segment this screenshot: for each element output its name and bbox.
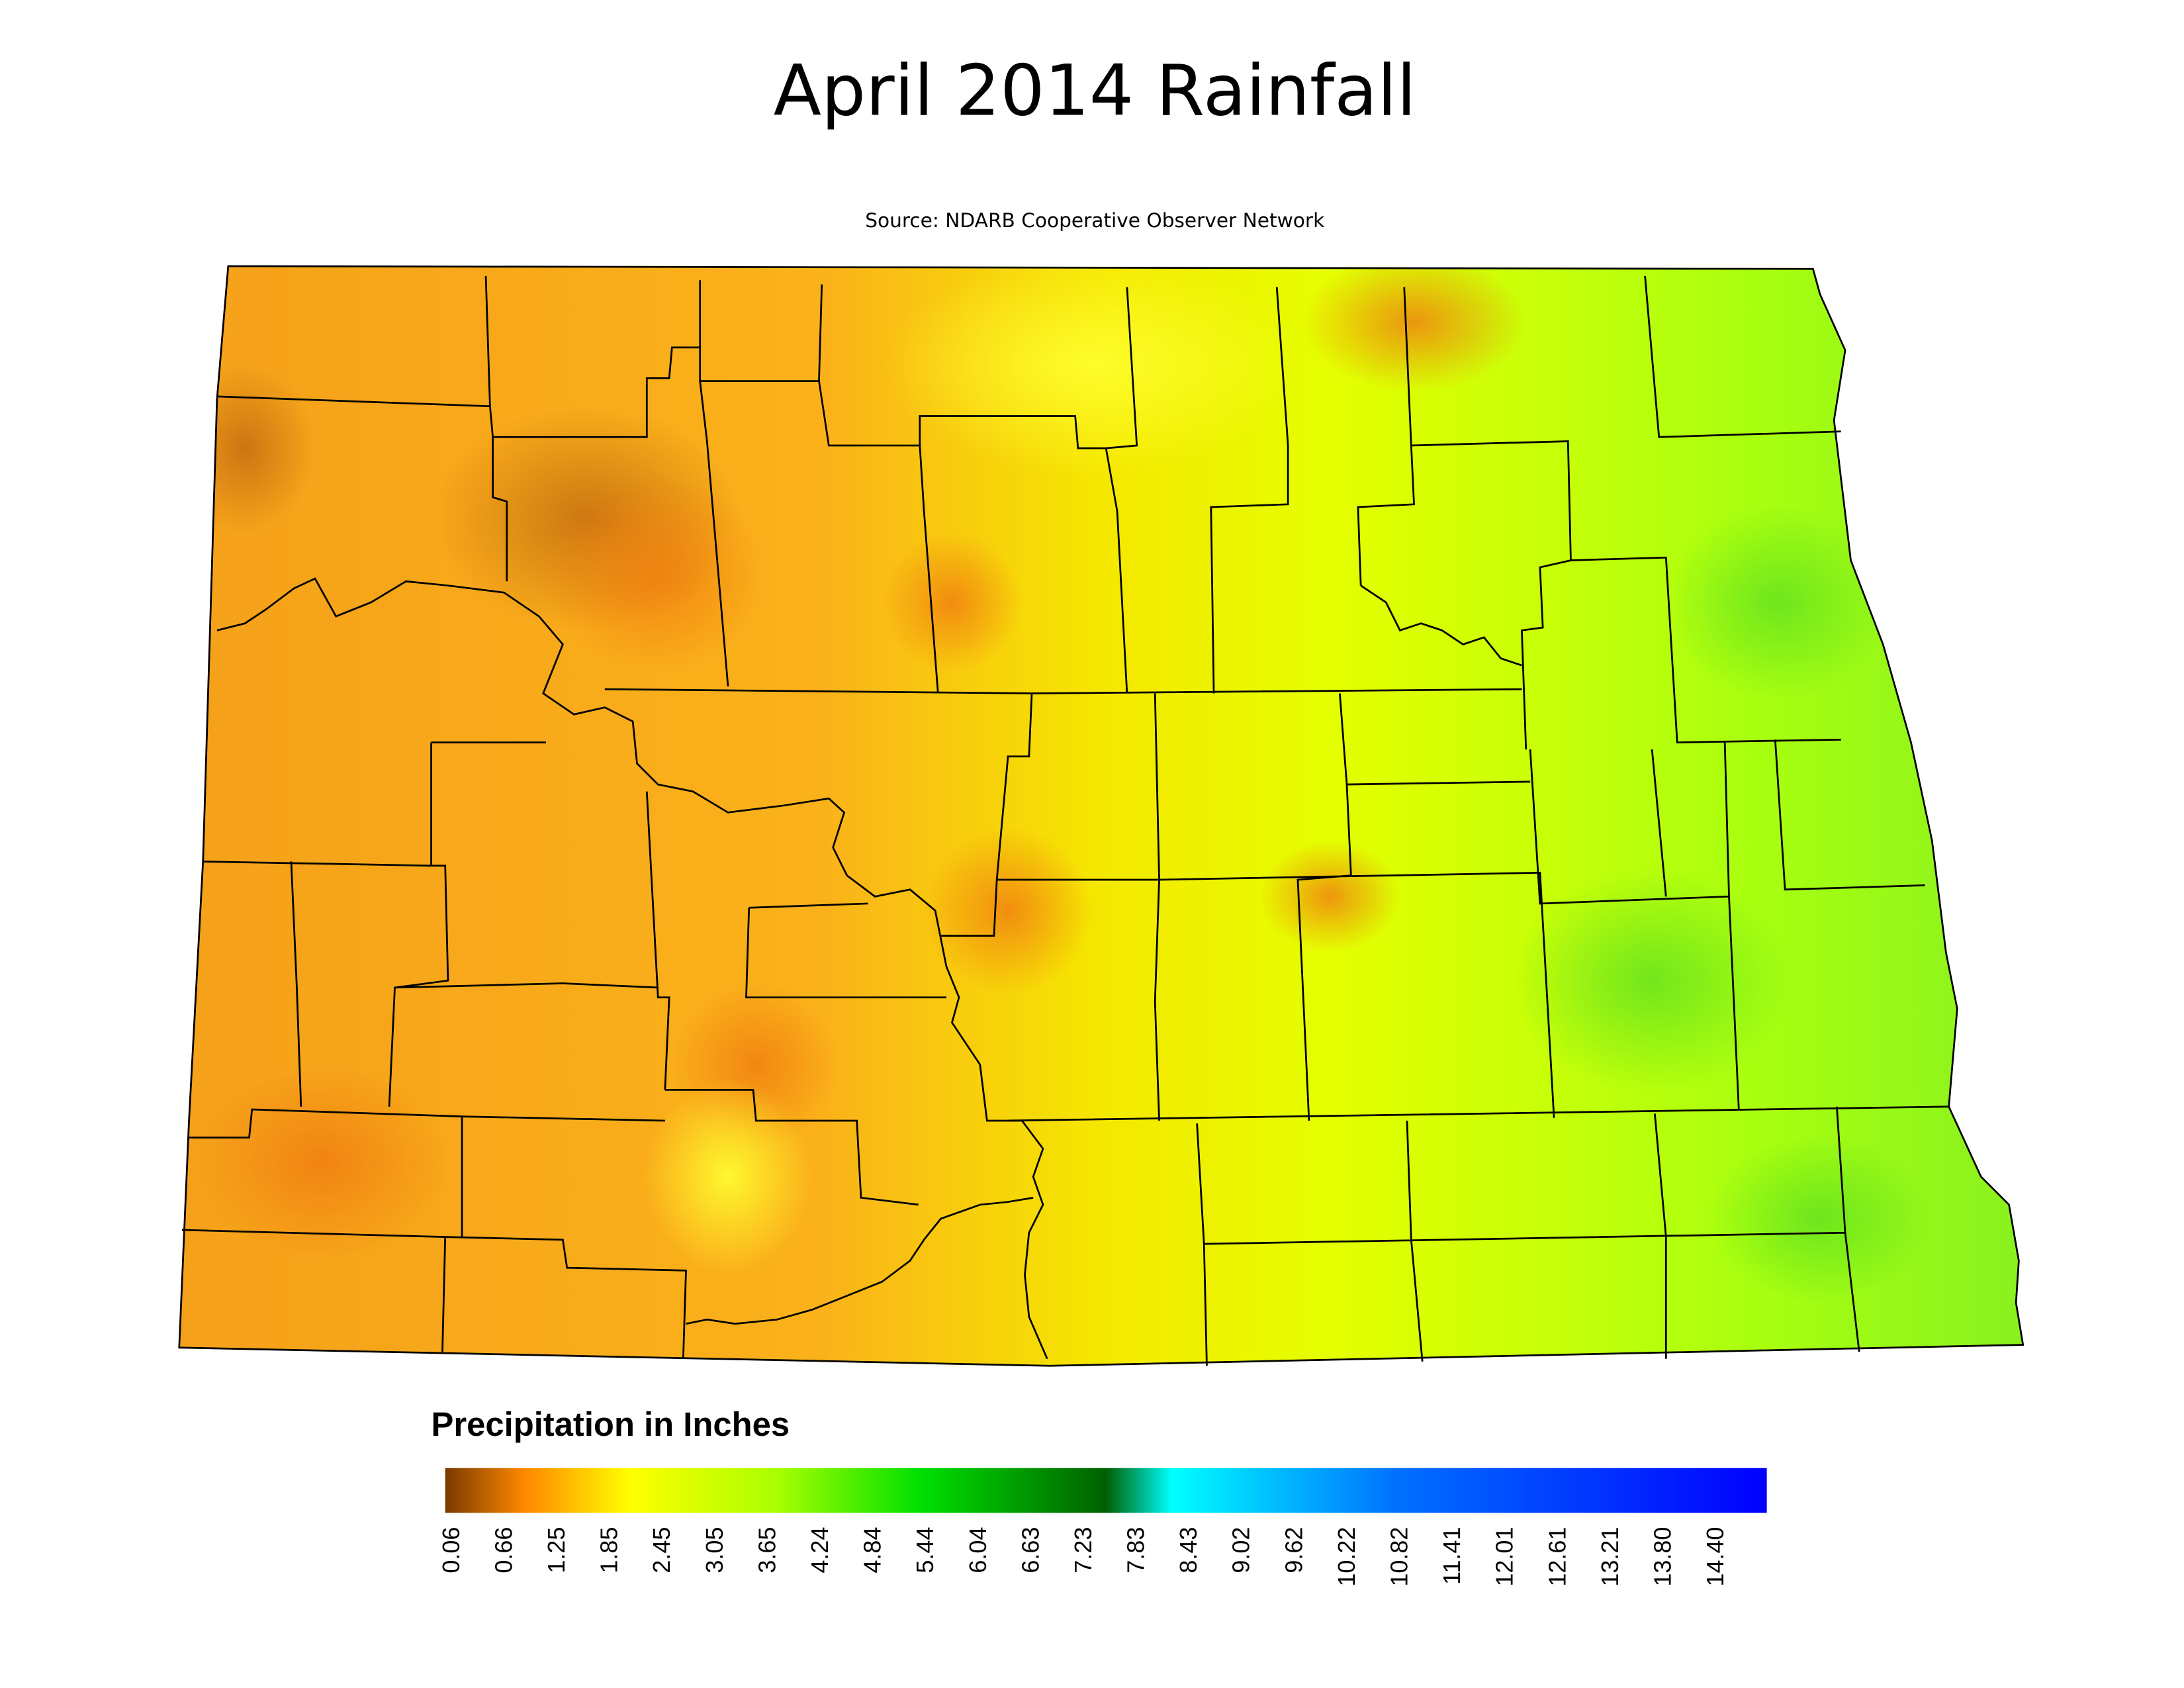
legend-tick-label: 14.40 [1702,1527,1729,1587]
rainfall-surface [179,266,2023,1366]
color-scale [445,1468,1767,1513]
county-lines [181,275,1949,1366]
river-north [1360,585,1522,667]
legend-tick-label: 10.82 [1385,1527,1412,1587]
legend-tick-label: 3.05 [701,1527,728,1573]
legend-tick-label: 12.01 [1491,1527,1518,1587]
legend-tick-label: 3.65 [753,1527,780,1573]
legend-tick-label: 4.84 [859,1527,886,1573]
river [216,577,1048,1360]
legend-tick-label: 1.85 [596,1527,623,1573]
legend-tick-label: 11.41 [1438,1527,1465,1585]
legend-tick-label: 1.25 [543,1527,570,1573]
legend-tick-label: 5.44 [911,1527,938,1573]
legend-tick-label: 9.62 [1280,1527,1307,1573]
legend-tick-label: 9.02 [1228,1527,1255,1573]
legend-tick-label: 10.22 [1333,1527,1360,1587]
legend-tick-label: 13.80 [1649,1527,1676,1587]
legend: Precipitation in Inches 0.06 0.66 1.25 1.85… [432,1405,1767,1587]
legend-tick-label: 7.23 [1069,1527,1097,1573]
legend-tick-label: 6.63 [1017,1527,1044,1573]
legend-tick-label: 6.04 [964,1527,991,1573]
legend-tick-label: 13.21 [1596,1527,1623,1587]
legend-tick-label: 8.43 [1175,1527,1202,1573]
legend-tick-label: 0.06 [437,1527,465,1573]
map-title: April 2014 Rainfall [774,50,1416,132]
legend-tick-label: 4.24 [806,1527,833,1573]
legend-tick-label: 12.61 [1543,1527,1570,1587]
map-source: Source: NDARB Cooperative Observer Netwo… [865,209,1325,232]
legend-title: Precipitation in Inches [432,1405,790,1443]
county-boundaries [178,265,2025,1367]
legend-tick-label: 7.83 [1122,1527,1150,1573]
legend-tick-label: 0.66 [490,1527,517,1573]
legend-tick-label: 2.45 [648,1527,675,1573]
